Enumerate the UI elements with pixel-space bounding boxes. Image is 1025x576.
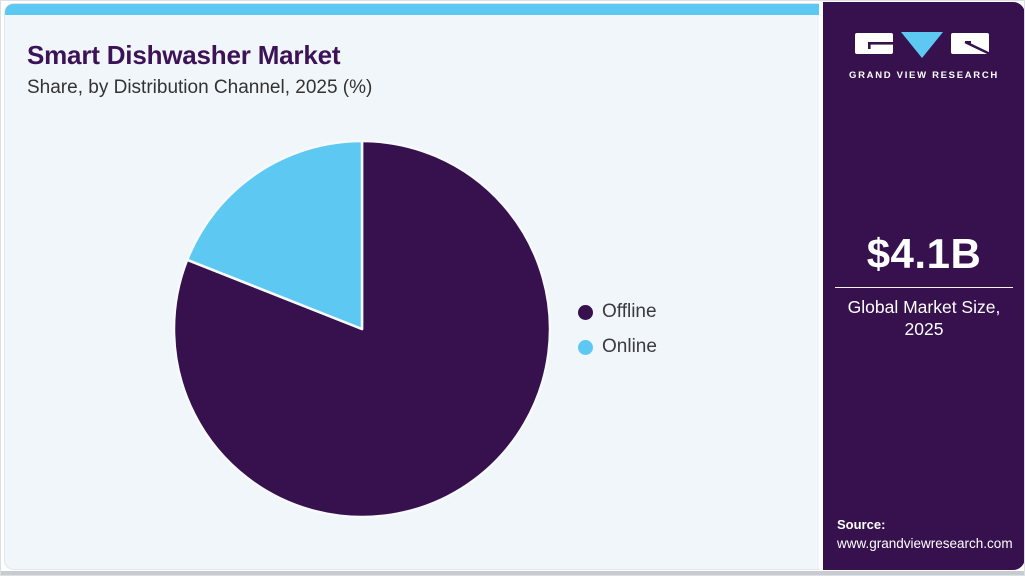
market-size-block: $4.1B Global Market Size, 2025: [823, 230, 1025, 341]
source-label: Source:: [837, 516, 886, 532]
online-dot-icon: [578, 339, 593, 355]
market-size-value: $4.1B: [866, 230, 982, 277]
brand-name: GRAND VIEW RESEARCH: [848, 70, 999, 81]
legend-item-offline[interactable]: Offline: [578, 301, 657, 323]
legend-label-online: Online: [602, 336, 657, 357]
legend-label-offline: Offline: [602, 301, 657, 322]
market-divider: [835, 287, 1013, 289]
brand-sidebar: GRAND VIEW RESEARCH $4.1B Global Market …: [823, 2, 1025, 570]
source-block: Source: www.grandviewresearch.com: [837, 516, 1013, 554]
source-url-link[interactable]: www.grandviewresearch.com: [837, 536, 1013, 552]
page-title: Smart Dishwasher Market: [27, 40, 341, 70]
gvr-logo-icon: [855, 32, 990, 58]
legend-item-online[interactable]: Online: [578, 336, 657, 358]
chart-header: Smart Dishwasher Market Share, by Distri…: [5, 15, 819, 99]
chart-panel: Smart Dishwasher Market Share, by Distri…: [4, 3, 819, 570]
offline-dot-icon: [578, 304, 593, 320]
page-subtitle: Share, by Distribution Channel, 2025 (%): [27, 76, 373, 98]
bottom-edge: [0, 571, 1025, 576]
brand-logo: GRAND VIEW RESEARCH: [823, 30, 1025, 81]
market-size-label: Global Market Size, 2025: [847, 297, 1001, 339]
chart-legend: Offline Online: [578, 301, 657, 358]
accent-topbar: [5, 4, 819, 15]
pie-slice-online: [185, 139, 364, 331]
pie-chart: [172, 139, 552, 519]
